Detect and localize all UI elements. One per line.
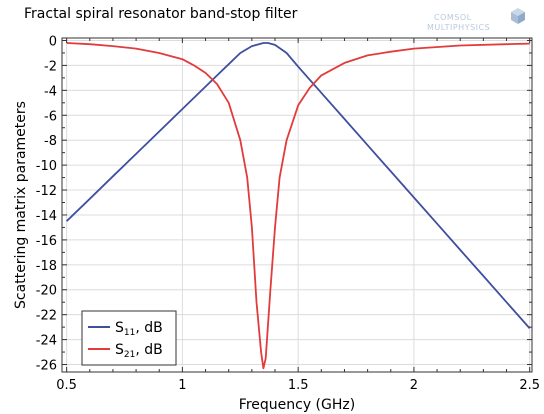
series-line-s11 <box>65 42 531 329</box>
chart-title: Fractal spiral resonator band-stop filte… <box>24 6 298 22</box>
legend-label-s11: S11, dB <box>115 320 163 338</box>
legend-label-s21: S21, dB <box>115 342 163 360</box>
logo-line2: MULTIPHYSICS <box>427 23 490 32</box>
y-tick-label: -26 <box>36 359 57 374</box>
logo-line1: COMSOL <box>434 13 472 22</box>
plot-frame <box>61 37 533 373</box>
y-axis-label: Scattering matrix parameters <box>13 101 29 309</box>
x-tick-label: 2.5 <box>519 378 540 393</box>
y-tick-label: -20 <box>36 284 57 299</box>
y-tick-label: -14 <box>36 209 57 224</box>
x-tick-label: 0.5 <box>56 378 77 393</box>
tick-labels: 0.5 1 1.5 2 2.5 0 -2 -4 -6 -8 -10 -12 -14 -16 -18 -20 -2… <box>36 34 540 393</box>
y-tick-label: 0 <box>49 34 57 49</box>
series-line-s21 <box>66 42 530 370</box>
series-layer <box>65 42 531 370</box>
y-tick-label: -12 <box>36 184 57 199</box>
y-tick-label: -16 <box>36 234 57 249</box>
y-tick-label: -10 <box>36 159 57 174</box>
x-tick-label: 2 <box>410 378 418 393</box>
y-tick-label: -18 <box>36 259 57 274</box>
x-tick-label: 1.5 <box>288 378 309 393</box>
legend: S11, dB S21, dB <box>81 310 177 366</box>
y-tick-label: -8 <box>44 134 57 149</box>
axis-ticks <box>62 38 532 372</box>
y-tick-label: -6 <box>44 109 57 124</box>
x-tick-label: 1 <box>178 378 186 393</box>
legend-box <box>81 310 177 366</box>
y-tick-label: -24 <box>36 334 57 349</box>
y-tick-label: -2 <box>44 59 57 74</box>
comsol-cube-icon <box>511 8 525 24</box>
x-axis-label: Frequency (GHz) <box>239 397 355 413</box>
grid-lines <box>62 38 532 372</box>
y-tick-label: -22 <box>36 309 57 324</box>
software-logo: COMSOL MULTIPHYSICS <box>427 8 525 32</box>
y-tick-label: -4 <box>44 84 57 99</box>
